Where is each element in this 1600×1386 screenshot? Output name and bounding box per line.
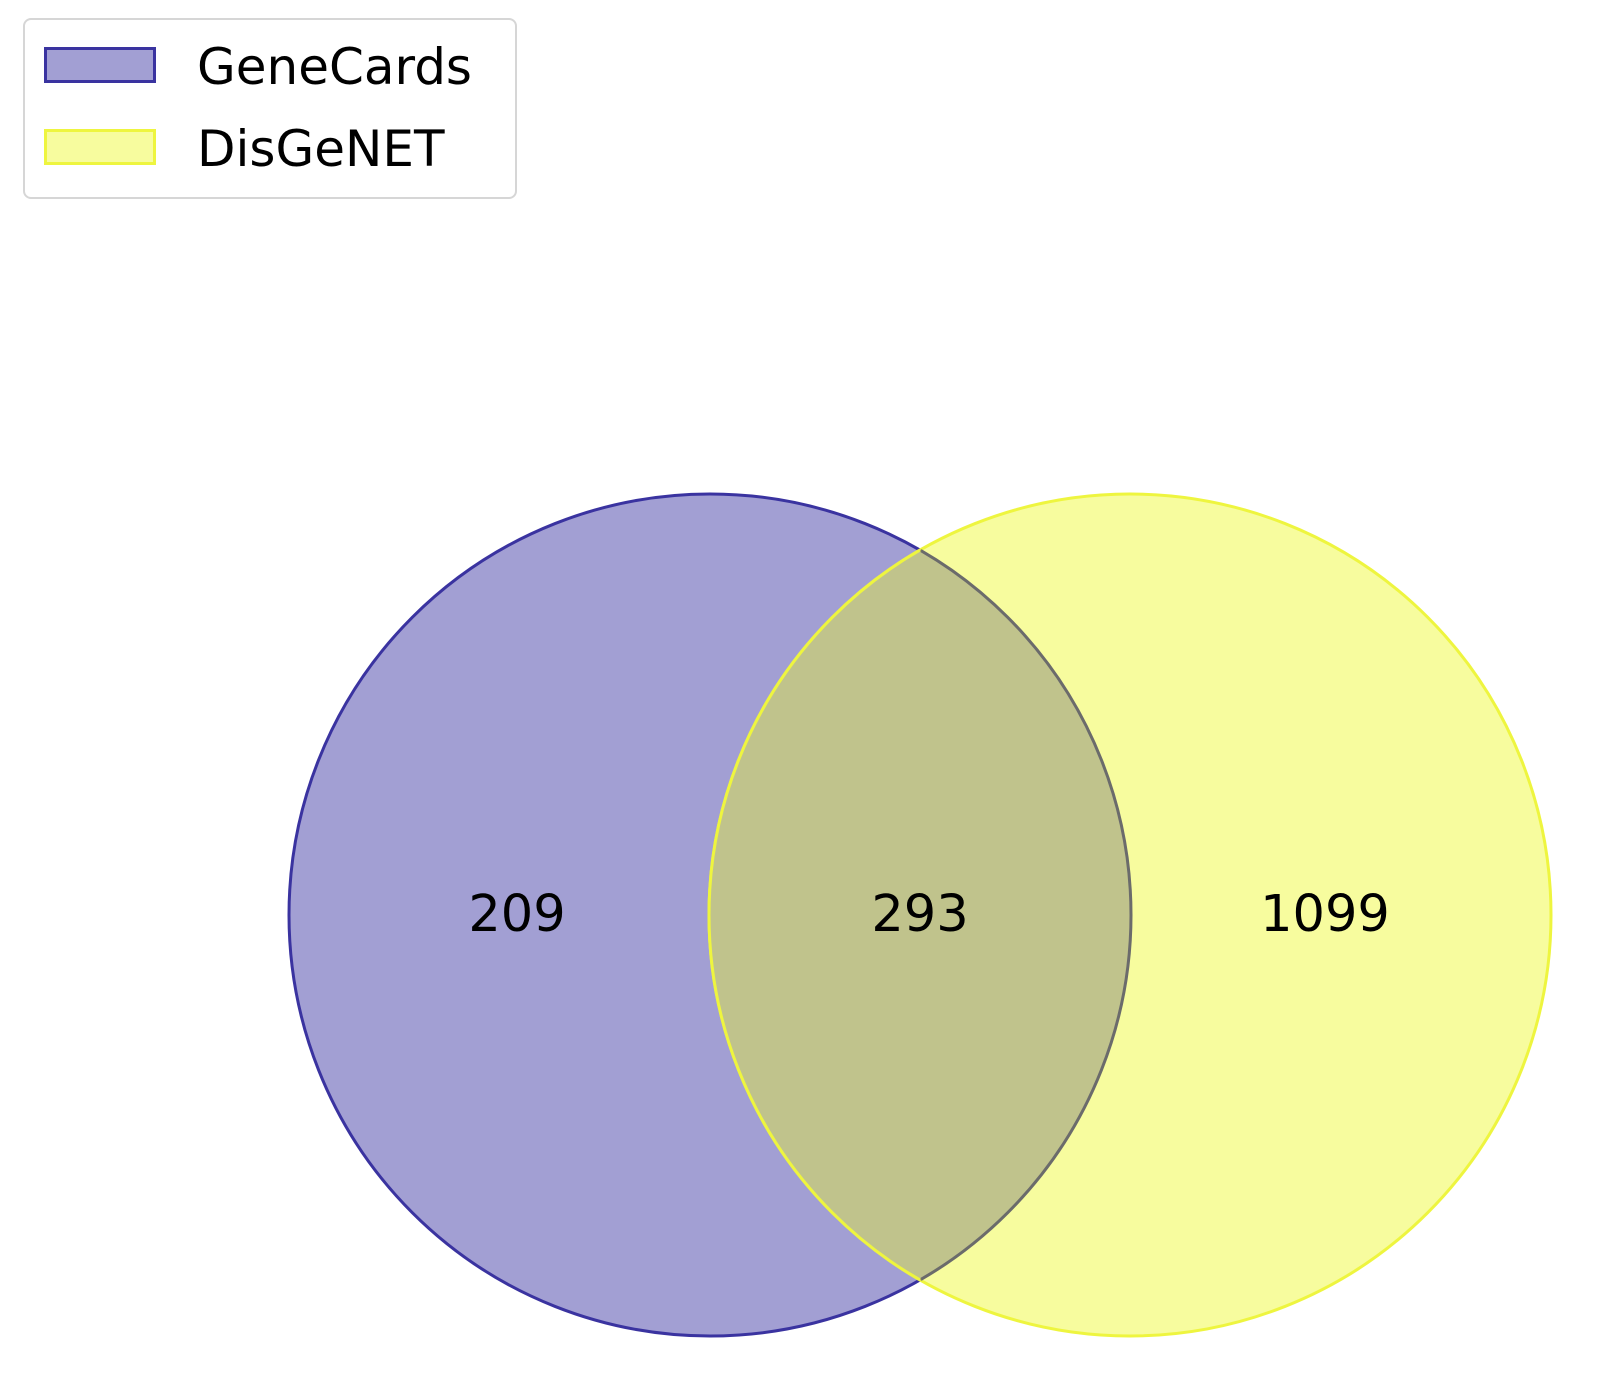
region-genecards-only: 209 — [468, 885, 565, 944]
region-disgenet-only: 1099 — [1260, 885, 1390, 944]
legend: GeneCards DisGeNET — [23, 18, 517, 199]
disgenet-boundary-in-overlap — [707, 494, 1131, 1336]
legend-entry-disgenet: DisGeNET — [25, 116, 515, 178]
legend-label-genecards: GeneCards — [197, 38, 472, 96]
legend-swatch-disgenet — [44, 129, 156, 165]
legend-label-disgenet: DisGeNET — [197, 120, 445, 178]
genecards-boundary-in-overlap — [709, 494, 1133, 1336]
region-intersection: 293 — [871, 885, 968, 944]
legend-entry-genecards: GeneCards — [25, 34, 515, 96]
legend-swatch-genecards — [44, 47, 156, 83]
